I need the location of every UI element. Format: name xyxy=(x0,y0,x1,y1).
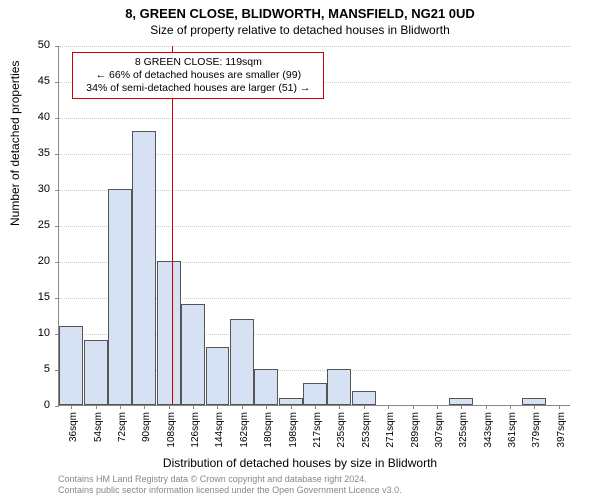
xtick-mark xyxy=(413,405,414,409)
histogram-bar xyxy=(132,131,156,405)
ytick-mark xyxy=(55,226,59,227)
ytick-label: 5 xyxy=(0,363,50,375)
xtick-mark xyxy=(437,405,438,409)
xtick-mark xyxy=(266,405,267,409)
ytick-label: 50 xyxy=(0,39,50,51)
xtick-label: 126sqm xyxy=(190,412,201,452)
histogram-bar xyxy=(157,261,181,405)
histogram-bar xyxy=(303,383,327,405)
ytick-label: 15 xyxy=(0,291,50,303)
histogram-bar xyxy=(449,398,473,405)
annotation-line-1: 8 GREEN CLOSE: 119sqm xyxy=(79,56,317,69)
histogram-bar xyxy=(352,391,376,405)
ytick-mark xyxy=(55,262,59,263)
xtick-mark xyxy=(364,405,365,409)
gridline xyxy=(59,46,571,47)
xtick-label: 307sqm xyxy=(434,412,445,452)
ytick-label: 40 xyxy=(0,111,50,123)
xtick-mark xyxy=(315,405,316,409)
xtick-mark xyxy=(534,405,535,409)
xtick-label: 72sqm xyxy=(117,412,128,452)
ytick-label: 25 xyxy=(0,219,50,231)
xtick-label: 54sqm xyxy=(93,412,104,452)
footer: Contains HM Land Registry data © Crown c… xyxy=(58,474,402,496)
xtick-label: 271sqm xyxy=(385,412,396,452)
xtick-mark xyxy=(486,405,487,409)
histogram-bar xyxy=(327,369,351,405)
histogram-bar xyxy=(522,398,546,405)
title-sub: Size of property relative to detached ho… xyxy=(0,21,600,37)
ytick-mark xyxy=(55,406,59,407)
gridline xyxy=(59,118,571,119)
xtick-mark xyxy=(217,405,218,409)
xtick-mark xyxy=(96,405,97,409)
title-main: 8, GREEN CLOSE, BLIDWORTH, MANSFIELD, NG… xyxy=(0,0,600,21)
xtick-label: 253sqm xyxy=(361,412,372,452)
xtick-mark xyxy=(169,405,170,409)
xtick-label: 325sqm xyxy=(458,412,469,452)
ytick-label: 45 xyxy=(0,75,50,87)
ytick-label: 20 xyxy=(0,255,50,267)
xtick-label: 198sqm xyxy=(288,412,299,452)
ytick-mark xyxy=(55,190,59,191)
xtick-label: 217sqm xyxy=(312,412,323,452)
ytick-mark xyxy=(55,46,59,47)
xtick-label: 180sqm xyxy=(263,412,274,452)
xtick-label: 235sqm xyxy=(336,412,347,452)
xtick-label: 397sqm xyxy=(556,412,567,452)
chart-container: 8, GREEN CLOSE, BLIDWORTH, MANSFIELD, NG… xyxy=(0,0,600,500)
xtick-mark xyxy=(461,405,462,409)
histogram-bar xyxy=(279,398,303,405)
footer-line-2: Contains public sector information licen… xyxy=(58,485,402,496)
annotation-box: 8 GREEN CLOSE: 119sqm← 66% of detached h… xyxy=(72,52,324,99)
ytick-mark xyxy=(55,154,59,155)
footer-line-1: Contains HM Land Registry data © Crown c… xyxy=(58,474,402,485)
xtick-mark xyxy=(144,405,145,409)
plot: 8 GREEN CLOSE: 119sqm← 66% of detached h… xyxy=(58,46,570,406)
histogram-bar xyxy=(181,304,205,405)
histogram-bar xyxy=(59,326,83,405)
annotation-line-2: ← 66% of detached houses are smaller (99… xyxy=(79,69,317,82)
ytick-label: 35 xyxy=(0,147,50,159)
ytick-mark xyxy=(55,298,59,299)
histogram-bar xyxy=(206,347,230,405)
ytick-label: 10 xyxy=(0,327,50,339)
xtick-mark xyxy=(510,405,511,409)
xtick-mark xyxy=(71,405,72,409)
xtick-label: 162sqm xyxy=(239,412,250,452)
ytick-mark xyxy=(55,118,59,119)
xtick-label: 90sqm xyxy=(141,412,152,452)
xtick-mark xyxy=(388,405,389,409)
histogram-bar xyxy=(254,369,278,405)
xtick-label: 379sqm xyxy=(531,412,542,452)
xtick-mark xyxy=(339,405,340,409)
xtick-label: 289sqm xyxy=(410,412,421,452)
xtick-mark xyxy=(559,405,560,409)
xtick-label: 361sqm xyxy=(507,412,518,452)
ytick-label: 30 xyxy=(0,183,50,195)
xtick-label: 343sqm xyxy=(483,412,494,452)
chart-area: 8 GREEN CLOSE: 119sqm← 66% of detached h… xyxy=(58,46,570,406)
ytick-mark xyxy=(55,82,59,83)
xtick-label: 144sqm xyxy=(214,412,225,452)
marker-line xyxy=(172,46,173,405)
histogram-bar xyxy=(108,189,132,405)
xtick-label: 36sqm xyxy=(68,412,79,452)
histogram-bar xyxy=(230,319,254,405)
histogram-bar xyxy=(84,340,108,405)
xtick-mark xyxy=(291,405,292,409)
xtick-mark xyxy=(242,405,243,409)
xtick-mark xyxy=(120,405,121,409)
xtick-label: 108sqm xyxy=(166,412,177,452)
x-axis-label: Distribution of detached houses by size … xyxy=(0,456,600,470)
xtick-mark xyxy=(193,405,194,409)
ytick-label: 0 xyxy=(0,399,50,411)
annotation-line-3: 34% of semi-detached houses are larger (… xyxy=(79,82,317,95)
